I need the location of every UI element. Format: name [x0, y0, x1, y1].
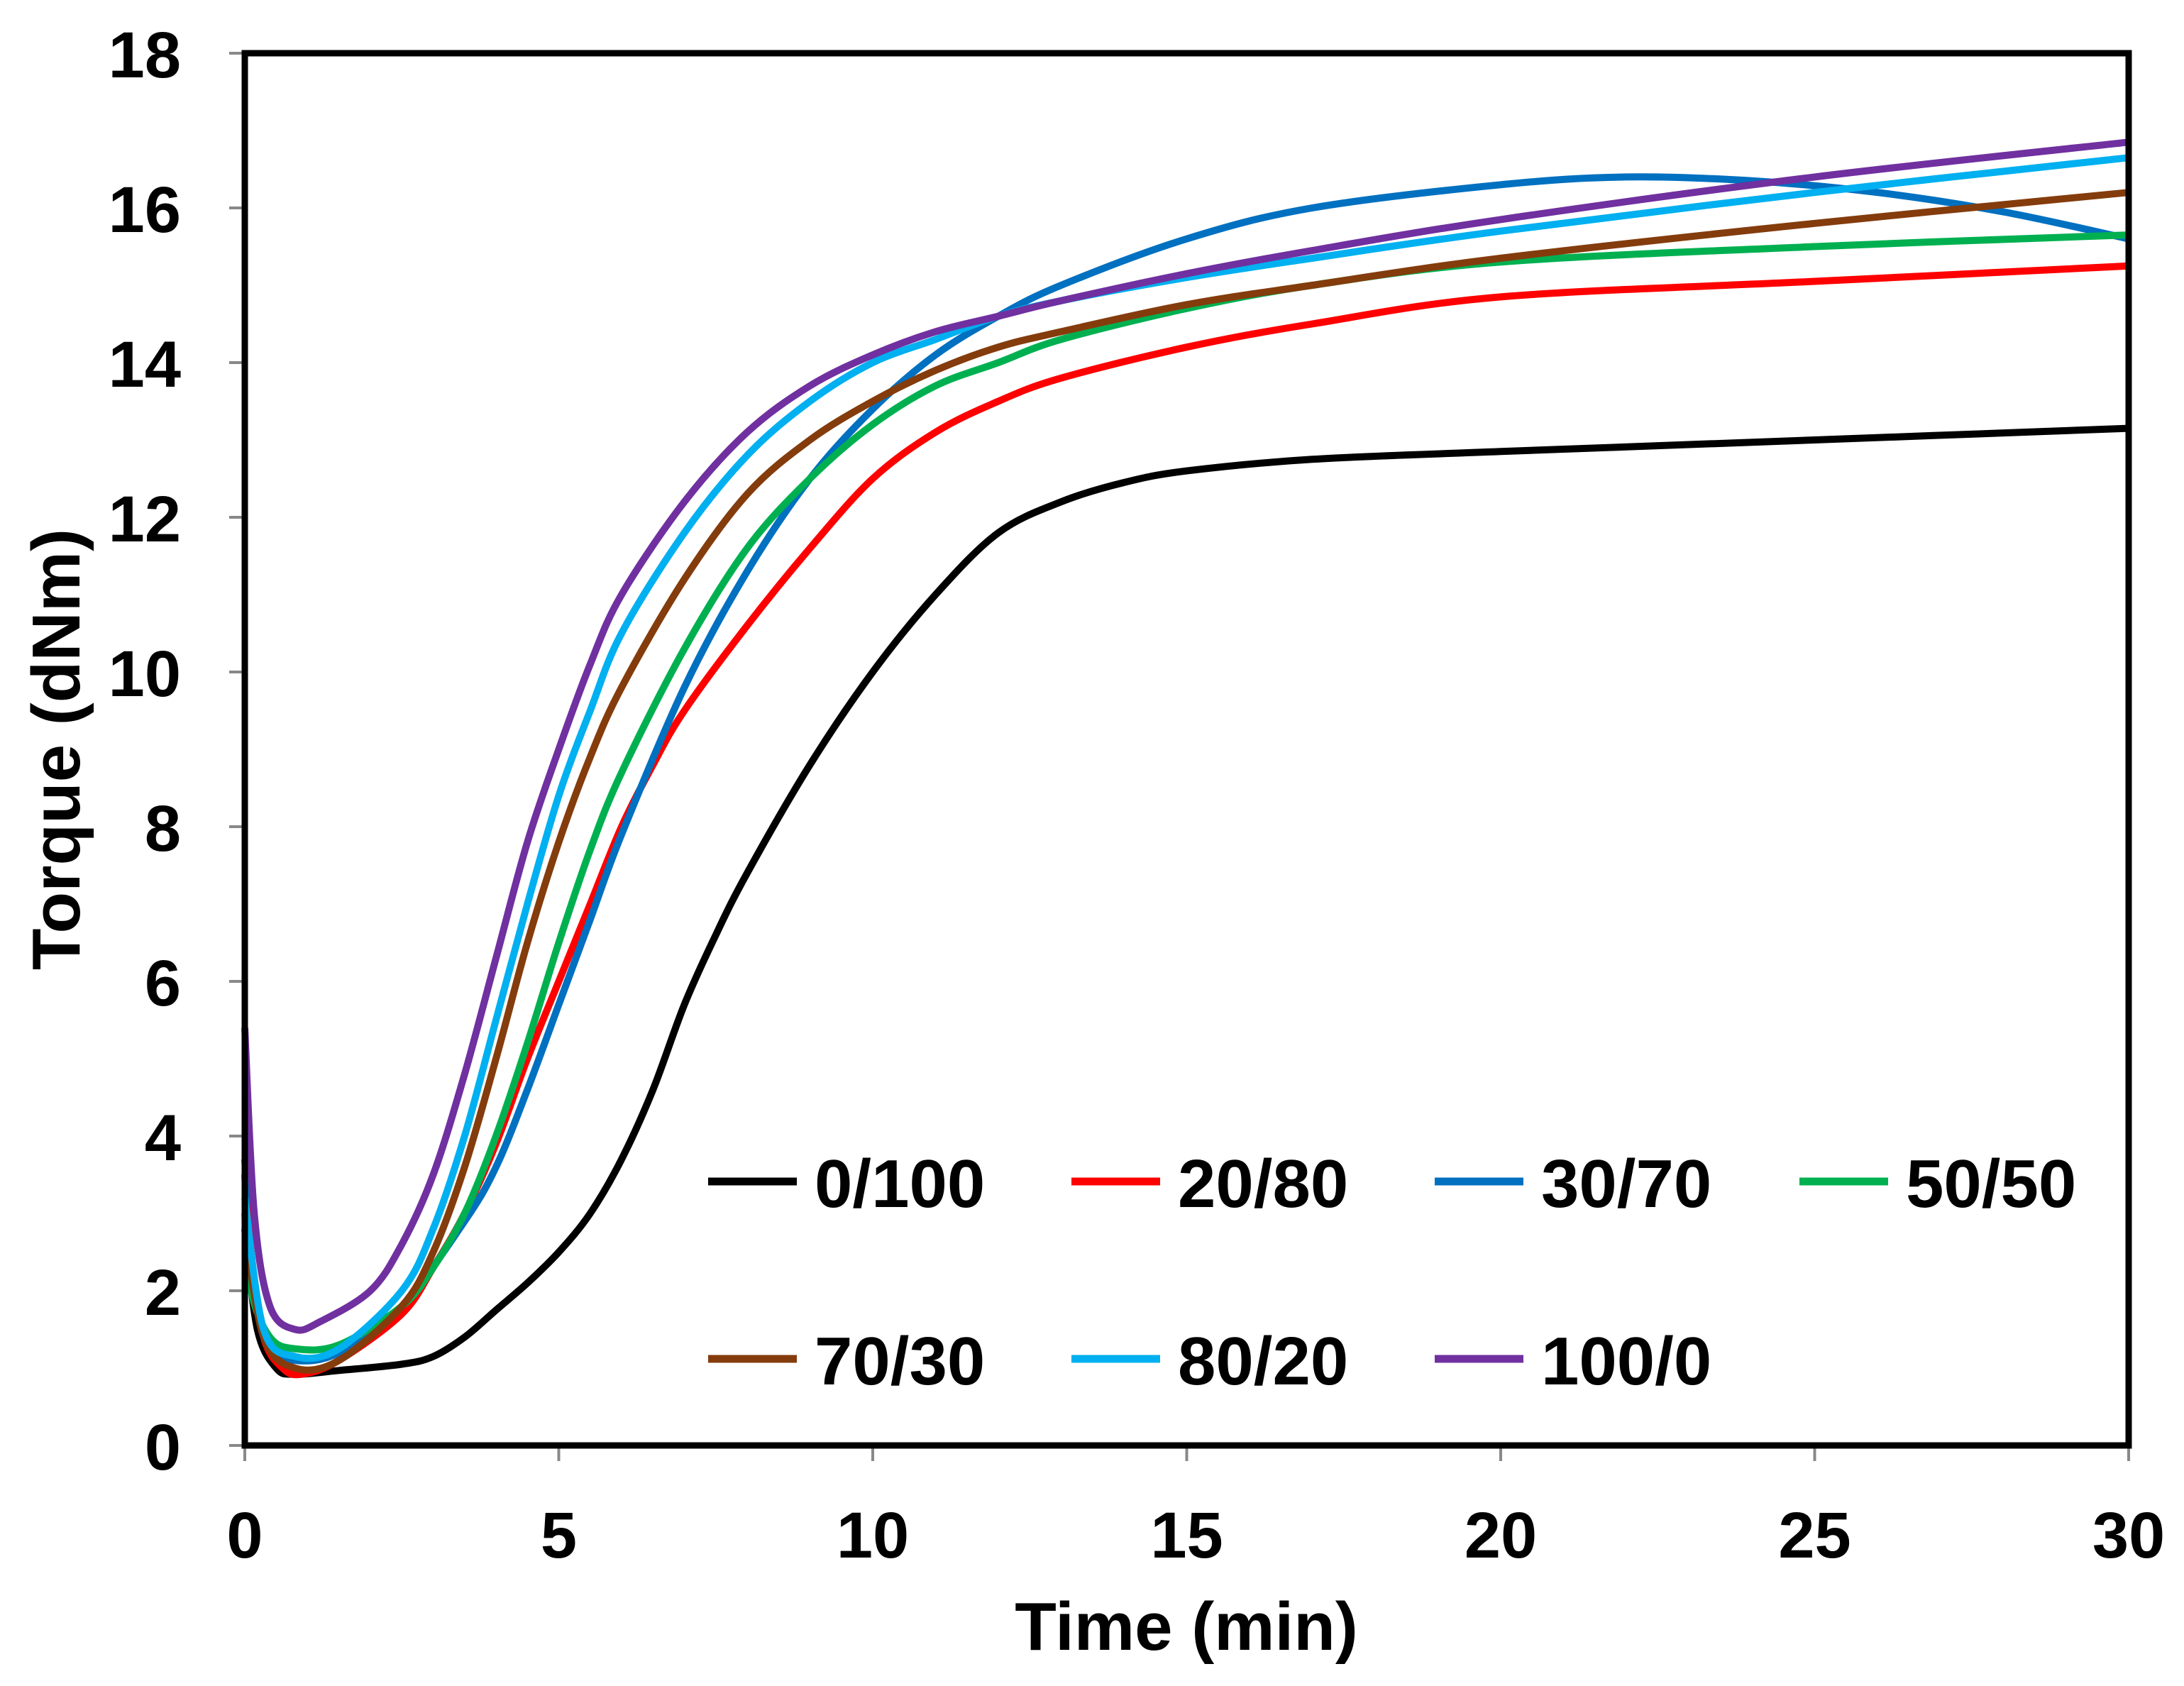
y-tick-label: 2 — [145, 1257, 181, 1329]
legend-label: 50/50 — [1906, 1146, 2076, 1222]
y-tick-label: 8 — [145, 793, 181, 865]
series-line-0-100 — [241, 424, 2129, 1378]
y-tick-label: 0 — [145, 1411, 181, 1484]
legend-label: 100/0 — [1541, 1323, 1711, 1399]
y-tick-label: 16 — [109, 174, 181, 246]
x-tick-label: 25 — [1778, 1499, 1851, 1572]
series-line-80-20 — [241, 154, 2129, 1362]
legend: 0/100 20/80 30/70 50/50 70/30 80/20 100/0 — [708, 1146, 2076, 1399]
y-tick-label: 14 — [109, 329, 181, 401]
legend-label: 20/80 — [1178, 1146, 1348, 1222]
x-tick-label: 20 — [1465, 1499, 1537, 1572]
series-line-70-30 — [241, 189, 2129, 1374]
legend-label: 30/70 — [1541, 1146, 1711, 1222]
x-tick-label: 5 — [541, 1499, 577, 1572]
x-tick-label: 10 — [837, 1499, 909, 1572]
legend-label: 0/100 — [815, 1146, 985, 1222]
x-axis-title: Time (min) — [1015, 1589, 1358, 1665]
y-tick-label: 4 — [145, 1102, 181, 1174]
y-axis-title: Torque (dNm) — [18, 529, 94, 970]
legend-label: 70/30 — [815, 1323, 985, 1399]
x-tick-label: 30 — [2092, 1499, 2165, 1572]
y-tick-label: 18 — [109, 19, 181, 92]
x-tick-label: 15 — [1150, 1499, 1223, 1572]
x-tick-label: 0 — [226, 1499, 263, 1572]
series-line-100-0 — [241, 138, 2129, 1334]
plot-frame — [241, 50, 2132, 1449]
y-tick-label: 12 — [109, 483, 181, 556]
legend-label: 80/20 — [1178, 1323, 1348, 1399]
y-tick-label: 6 — [145, 947, 181, 1020]
y-tick-label: 10 — [109, 638, 181, 710]
